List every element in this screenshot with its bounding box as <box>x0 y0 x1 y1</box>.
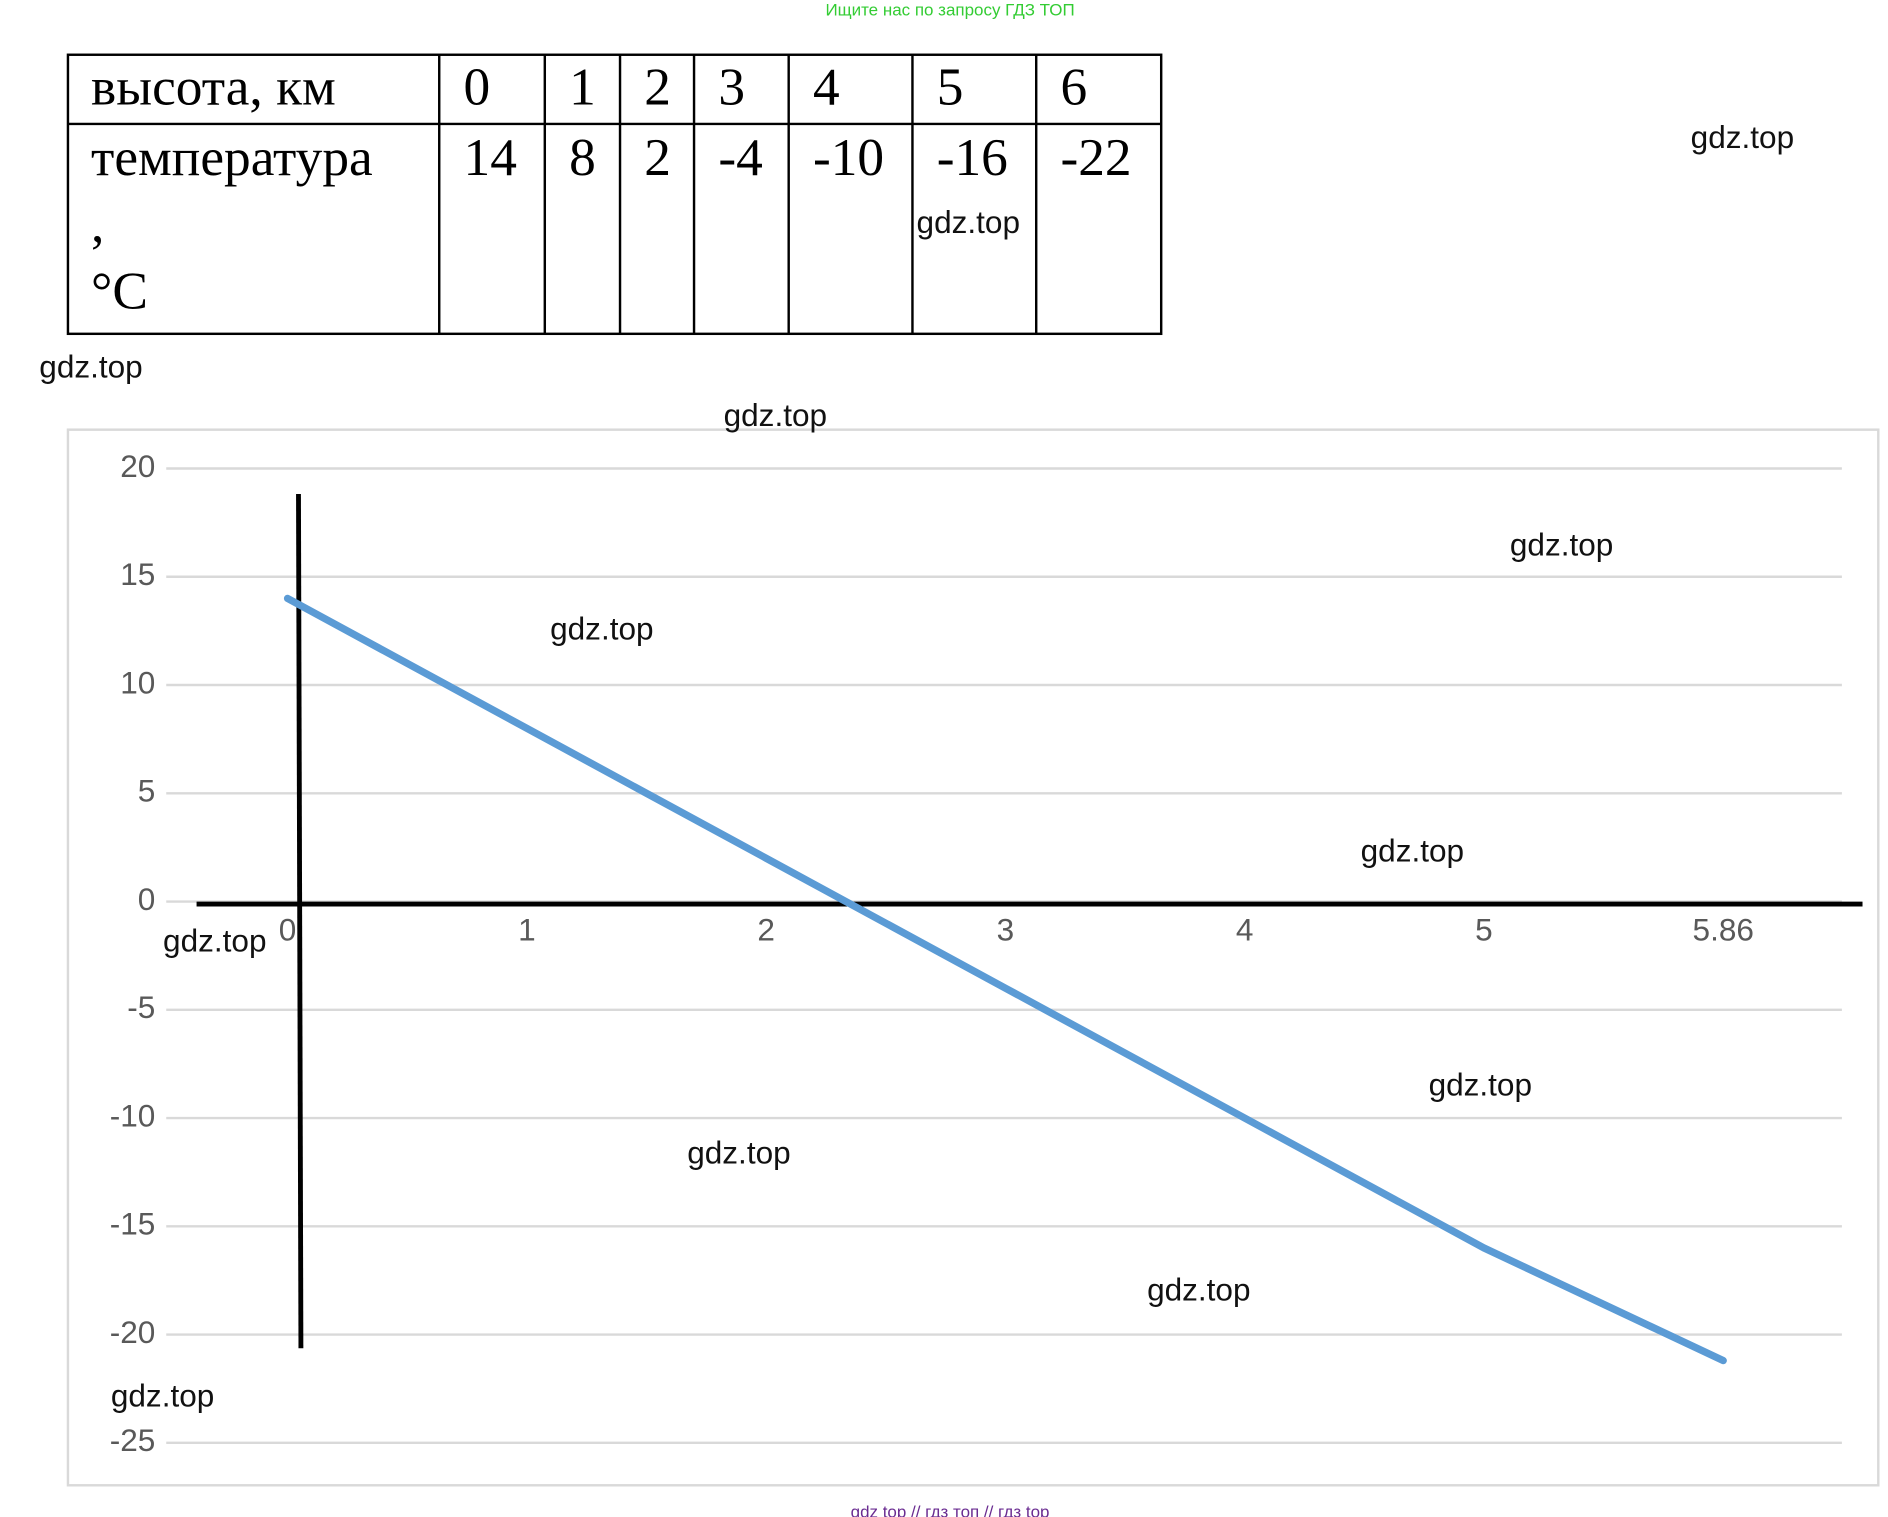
y-tick-label: -15 <box>110 1206 156 1242</box>
chart-frame <box>66 428 1880 1487</box>
y-tick-label: 20 <box>120 448 155 484</box>
watermark: gdz.top <box>1510 527 1613 563</box>
cell-text: температура <box>91 127 373 187</box>
cell-text: 4 <box>813 57 840 117</box>
cell-text: 5 <box>937 57 964 117</box>
cell-text: 3 <box>718 57 745 117</box>
cell-text: -22 <box>1060 127 1131 187</box>
table <box>66 53 1163 336</box>
y-tick-label: -20 <box>110 1314 156 1350</box>
table-border <box>66 53 1163 336</box>
cell-text: -16 <box>937 127 1008 187</box>
cell-text: 14 <box>464 127 517 187</box>
watermark: gdz.top <box>1361 832 1464 868</box>
x-tick-label: 5 <box>1475 911 1493 947</box>
x-tick-label: 1 <box>518 911 536 947</box>
x-tick-label: 3 <box>997 911 1015 947</box>
watermark: gdz.top <box>687 1135 790 1171</box>
y-tick-label: -5 <box>127 989 155 1025</box>
watermark: gdz.top <box>163 922 266 958</box>
cell-text: 0 <box>464 57 491 117</box>
watermark: gdz.top <box>1429 1067 1532 1103</box>
watermark: gdz.top <box>1691 119 1794 155</box>
top-note: Ищите нас по запросу ГДЗ ТОП <box>825 1 1074 20</box>
x-tick-label: 4 <box>1236 911 1254 947</box>
y-tick-label: 10 <box>120 664 155 700</box>
watermark: gdz.top <box>39 348 142 384</box>
watermark: gdz.top <box>550 610 653 646</box>
cell-text: высота, км <box>91 57 336 117</box>
cell-text: , <box>91 194 104 254</box>
cell-text: 8 <box>569 127 596 187</box>
x-tick-label: 2 <box>757 911 775 947</box>
y-tick-label: 15 <box>120 556 155 592</box>
y-tick-label: 0 <box>138 881 156 917</box>
cell-text: °C <box>91 260 148 320</box>
x-tick-label: 0 <box>279 911 297 947</box>
watermark: gdz.top <box>724 397 827 433</box>
y-tick-label: 5 <box>138 773 156 809</box>
cell-text: 6 <box>1060 57 1087 117</box>
cell-text: 2 <box>644 127 671 187</box>
cell-text: 1 <box>569 57 596 117</box>
watermark: gdz.top <box>917 204 1020 240</box>
y-tick-label: -10 <box>110 1097 156 1133</box>
watermark: gdz.top <box>1147 1272 1250 1308</box>
hand-axis <box>296 493 304 1349</box>
watermark: gdz.top <box>111 1377 214 1413</box>
y-tick-label: -25 <box>110 1422 156 1458</box>
cell-text: -10 <box>813 127 884 187</box>
footer-note: gdz top // гдз топ // гдз top <box>851 1503 1050 1517</box>
cell-text: -4 <box>718 127 762 187</box>
x-tick-label: 5.86 <box>1693 911 1754 947</box>
data-line <box>283 594 1727 1365</box>
cell-text: 2 <box>644 57 671 117</box>
